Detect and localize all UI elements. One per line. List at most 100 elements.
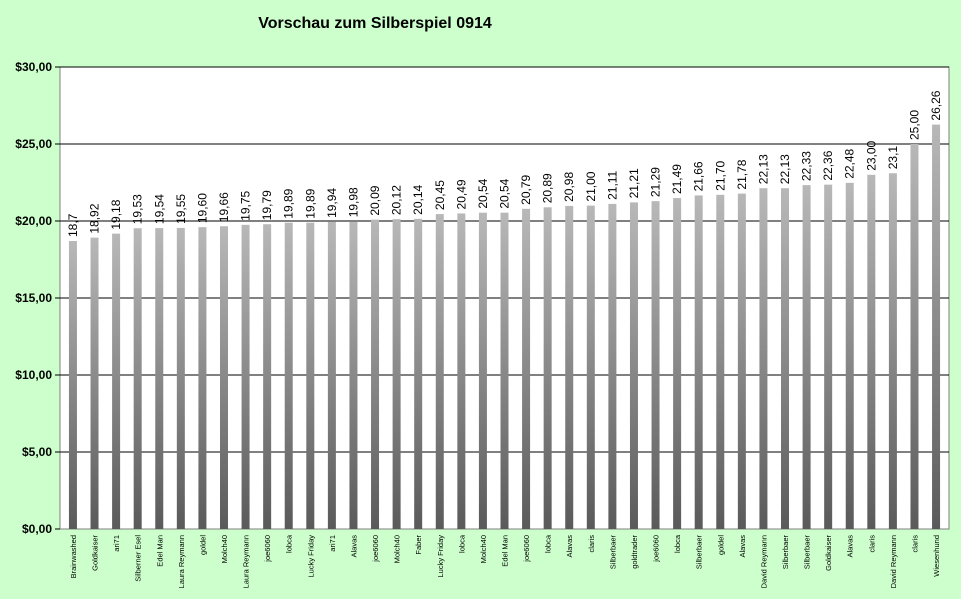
y-tick-label: $5,00 (22, 445, 52, 459)
category-label: goldtrader (630, 535, 639, 569)
data-label: 19,66 (217, 192, 231, 222)
bar (306, 222, 315, 529)
category-label: claris (867, 535, 876, 553)
data-label: 20,09 (368, 185, 382, 215)
bar (176, 227, 185, 529)
category-label: Silberbaer (608, 534, 617, 569)
category-label: lobca (544, 534, 553, 553)
y-tick-label: $10,00 (15, 368, 52, 382)
bar (198, 227, 207, 529)
bar (910, 144, 919, 529)
bar (759, 188, 768, 529)
data-label: 22,36 (821, 150, 835, 180)
data-label: 21,29 (649, 167, 663, 197)
data-label: 22,33 (800, 151, 814, 181)
data-label: 23,1 (886, 146, 900, 170)
data-label: 18,92 (88, 203, 102, 233)
bar (414, 218, 423, 529)
bar (867, 174, 876, 530)
bar (435, 214, 444, 529)
data-label: 20,54 (498, 178, 512, 208)
category-label: lobca (285, 534, 294, 553)
category-label: Laura Reymann (242, 535, 251, 588)
bar (241, 224, 250, 529)
data-labels: 18,7 18,92 19,18 19,53 19,54 19,55 19,60 19,66 1… (66, 90, 943, 237)
category-label: Alavas (349, 535, 358, 558)
category-label: lobca (457, 534, 466, 553)
data-label: 21,78 (735, 159, 749, 189)
bar (565, 205, 574, 529)
category-label: Edel Man (501, 535, 510, 567)
category-label: joe6060 (652, 535, 661, 563)
data-label: 21,70 (713, 160, 727, 190)
y-tick-label: $15,00 (15, 291, 52, 305)
bars (68, 124, 941, 530)
data-label: 25,00 (907, 110, 921, 140)
bar (629, 202, 638, 529)
category-label: ari71 (328, 535, 337, 552)
data-label: 19,55 (174, 194, 188, 224)
category-label: Alavas (846, 535, 855, 558)
category-label: Edel Man (155, 535, 164, 567)
bar (845, 182, 854, 530)
category-label: Silberbaer (803, 534, 812, 569)
bar (327, 221, 336, 529)
chart-title: Vorschau zum Silberspiel 0914 (258, 15, 492, 32)
bar (219, 226, 228, 529)
category-label: goldel (198, 535, 207, 555)
category-label: Silberner Esel (134, 535, 143, 582)
data-label: 20,98 (562, 172, 576, 202)
y-tick-label: $30,00 (15, 60, 52, 74)
bar (457, 213, 466, 530)
bar (155, 228, 164, 530)
category-label: Molch40 (479, 535, 488, 563)
bar (500, 212, 509, 529)
bar (651, 201, 660, 529)
bar (608, 203, 617, 529)
data-label: 22,48 (843, 148, 857, 178)
bar (112, 233, 121, 530)
category-label: Molch40 (220, 535, 229, 563)
bar (284, 222, 293, 529)
bar (802, 185, 811, 530)
data-label: 21,11 (605, 170, 619, 199)
data-label: 19,53 (131, 194, 145, 224)
bar (694, 195, 703, 529)
data-label: 19,98 (346, 187, 360, 217)
category-label: Silberbaer (781, 534, 790, 569)
category-label: Brainwashed (69, 535, 78, 578)
bar (716, 194, 725, 529)
category-label: Laura Reymann (177, 535, 186, 588)
data-label: 20,45 (433, 180, 447, 210)
data-label: 23,00 (864, 140, 878, 170)
category-label: Lucky Friday (306, 535, 315, 578)
category-label: lobca (673, 534, 682, 553)
y-axis-ticks: $0,00 $5,00 $10,00 $15,00 $20,00 $25,00 $30,00 (15, 60, 60, 536)
data-label: 19,79 (260, 190, 274, 220)
category-label: Silberbaer (695, 534, 704, 569)
category-label: claris (587, 535, 596, 553)
category-label: joe6060 (263, 535, 272, 563)
y-tick-label: $0,00 (22, 522, 52, 536)
category-label: Goldkaiser (824, 535, 833, 571)
bar (824, 184, 833, 529)
data-label: 22,13 (778, 154, 792, 184)
category-label: claris (910, 535, 919, 553)
bar (371, 219, 380, 529)
category-label: Wiesenhund (932, 535, 941, 577)
bar (673, 198, 682, 529)
data-label: 20,12 (390, 185, 404, 215)
category-label: goldel (716, 535, 725, 555)
bar (478, 212, 487, 529)
data-label: 19,89 (303, 188, 317, 218)
bar (932, 124, 941, 529)
data-label: 20,79 (519, 174, 533, 204)
category-labels: Brainwashed Goldkaiser ari71 Silberner Esel… (69, 534, 941, 588)
gridlines (60, 66, 949, 453)
bar (263, 224, 272, 529)
data-label: 22,13 (756, 154, 770, 184)
y-tick-label: $20,00 (15, 214, 52, 228)
category-label: Molch40 (393, 535, 402, 563)
